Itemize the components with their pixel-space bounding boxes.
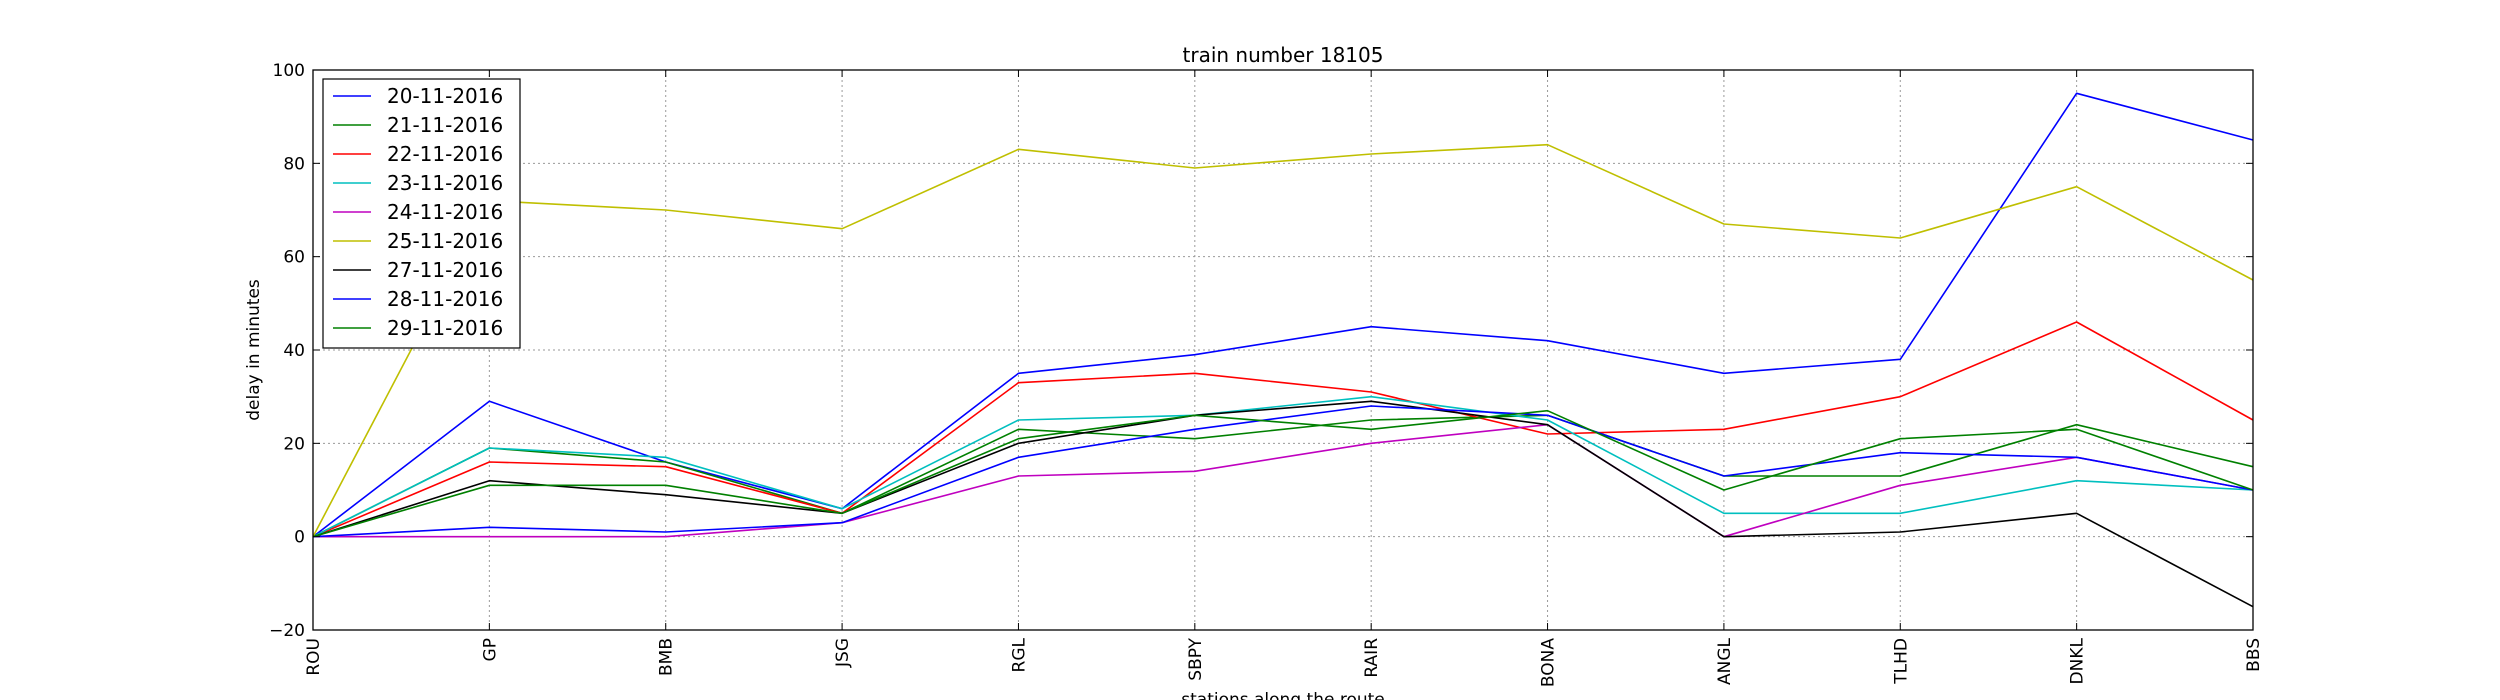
series-line <box>312 143 2254 538</box>
y-tick-label: 60 <box>283 248 305 268</box>
y-tick-label: 20 <box>283 434 305 454</box>
legend: 20-11-2016 21-11-2016 22-11-2016 23-11-2016… <box>322 78 521 349</box>
legend-box <box>322 78 521 349</box>
axis-ticks: ROU GP BMB JSG RGL SBPY RAIR BONA ANGL TLHD DNKL BB… <box>269 61 2264 687</box>
legend-label: 22-11-2016 <box>387 142 503 166</box>
legend-label: 20-11-2016 <box>387 84 503 108</box>
gridlines <box>312 69 2254 631</box>
series-line <box>312 405 2254 538</box>
y-tick-label: 0 <box>294 528 305 548</box>
y-tick-label: 80 <box>283 154 305 174</box>
x-tick-label: BONA <box>1539 638 1559 687</box>
legend-label: 27-11-2016 <box>387 258 503 282</box>
x-axis-title: stations along the route <box>1181 690 1385 700</box>
y-tick-label: −20 <box>269 621 305 641</box>
x-tick-label: JSG <box>833 638 853 668</box>
series-line <box>313 423 2254 538</box>
legend-label: 24-11-2016 <box>387 200 503 224</box>
x-tick-label: ROU <box>304 638 324 676</box>
legend-label: 21-11-2016 <box>387 113 503 137</box>
series-line <box>312 400 2254 608</box>
series-line <box>312 321 2254 538</box>
y-axis-title: delay in minutes <box>244 279 264 421</box>
x-tick-label: RGL <box>1009 637 1029 672</box>
x-tick-label: TLHD <box>1891 638 1911 685</box>
x-tick-label: ANGL <box>1715 637 1735 685</box>
y-tick-label: 100 <box>273 61 305 81</box>
x-tick-label: RAIR <box>1362 638 1382 678</box>
x-tick-label: BMB <box>657 638 677 676</box>
y-tick-label: 40 <box>283 341 305 361</box>
legend-label: 25-11-2016 <box>387 229 503 253</box>
x-tick-label: GP <box>480 638 500 661</box>
series-lines <box>312 92 2254 608</box>
chart-title: train number 18105 <box>1183 43 1384 67</box>
x-tick-label: BBS <box>2244 638 2264 672</box>
series-line <box>312 414 2254 538</box>
legend-label: 28-11-2016 <box>387 287 503 311</box>
x-tick-label: SBPY <box>1186 637 1206 680</box>
legend-label: 23-11-2016 <box>387 171 503 195</box>
series-line <box>312 409 2254 538</box>
series-line <box>312 395 2254 538</box>
x-tick-label: DNKL <box>2068 637 2088 684</box>
legend-label: 29-11-2016 <box>387 316 503 340</box>
series-line <box>312 92 2254 538</box>
